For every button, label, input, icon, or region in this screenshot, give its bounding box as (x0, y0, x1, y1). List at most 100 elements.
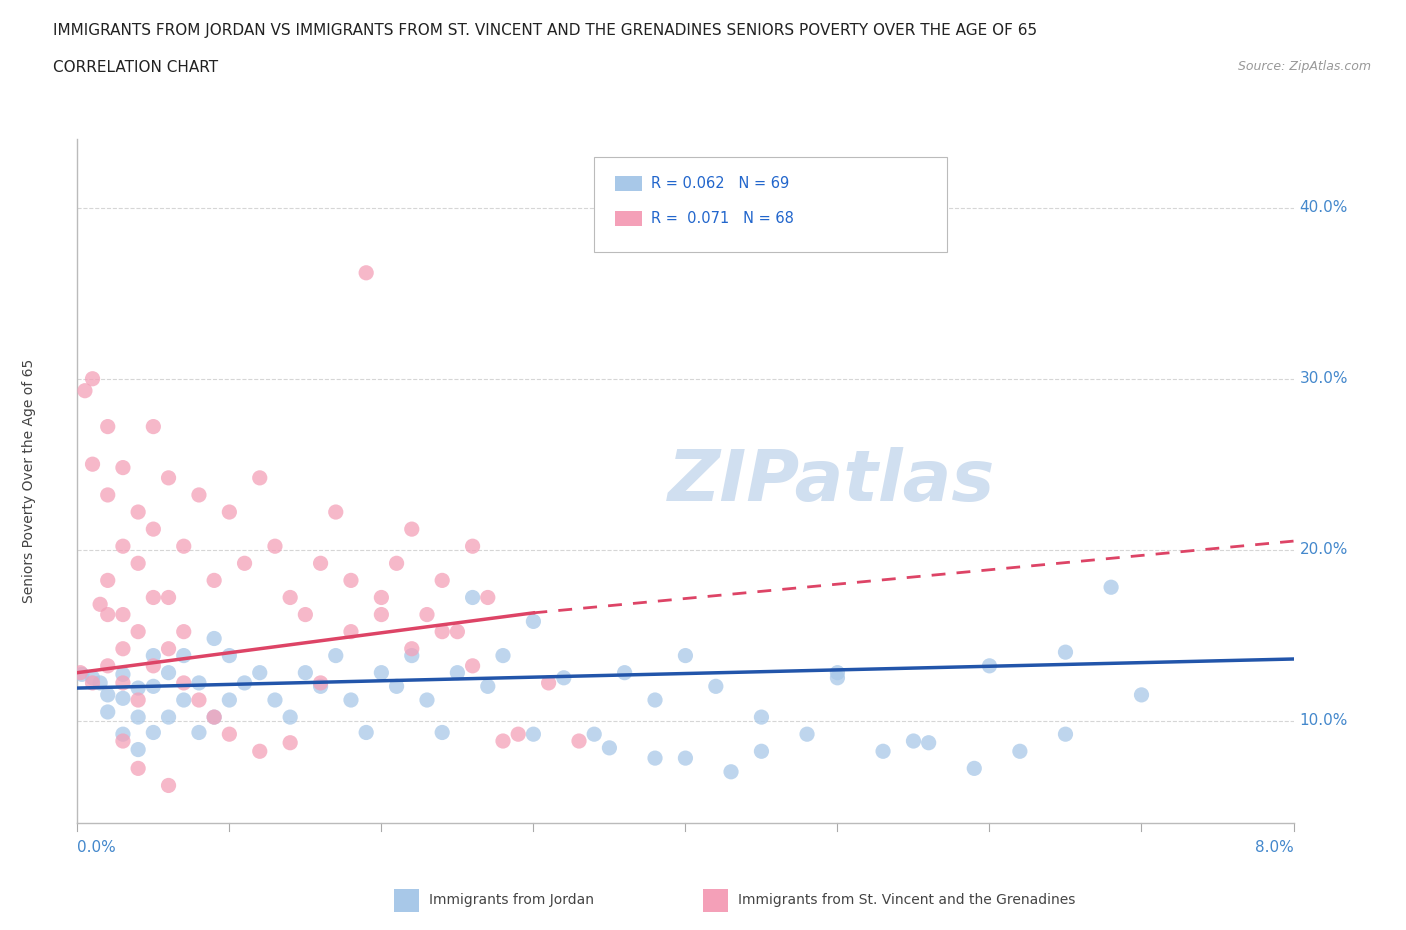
Point (370, 665, 392, 680)
Point (675, 751, 697, 765)
Point (111, 538, 134, 553)
Point (142, 419, 165, 434)
Point (142, 590, 165, 604)
Point (598, 740, 620, 755)
Point (249, 744, 271, 759)
Point (751, 744, 773, 759)
Point (644, 751, 666, 765)
Text: R = 0.062   N = 69: R = 0.062 N = 69 (651, 177, 790, 192)
Point (430, 624, 453, 639)
Point (127, 693, 149, 708)
Point (97, 705, 120, 720)
Text: 0.0%: 0.0% (77, 840, 117, 856)
Text: 10.0%: 10.0% (1299, 713, 1348, 728)
Point (202, 573, 225, 588)
Point (325, 648, 347, 663)
Point (294, 665, 316, 680)
Point (385, 679, 408, 694)
Point (73, 383, 96, 398)
Point (918, 736, 941, 751)
Point (249, 665, 271, 680)
Point (979, 658, 1001, 673)
Point (827, 665, 849, 680)
Point (111, 734, 134, 749)
Point (142, 522, 165, 537)
Point (111, 726, 134, 741)
Point (720, 764, 742, 779)
Point (127, 681, 149, 696)
Point (294, 607, 316, 622)
Point (827, 671, 849, 685)
Point (157, 471, 180, 485)
Point (233, 675, 256, 690)
Text: ZIPatlas: ZIPatlas (668, 446, 995, 516)
Text: IMMIGRANTS FROM JORDAN VS IMMIGRANTS FROM ST. VINCENT AND THE GRENADINES SENIORS: IMMIGRANTS FROM JORDAN VS IMMIGRANTS FRO… (53, 23, 1038, 38)
Point (1008, 744, 1031, 759)
Point (430, 573, 453, 588)
Point (127, 761, 149, 776)
Text: 20.0%: 20.0% (1299, 542, 1348, 557)
Point (173, 624, 195, 639)
Point (142, 658, 165, 673)
Point (644, 693, 666, 708)
Point (127, 556, 149, 571)
Point (522, 614, 544, 629)
Point (1099, 579, 1122, 594)
Point (142, 648, 165, 663)
Point (1054, 644, 1077, 659)
Point (309, 556, 332, 571)
Point (127, 742, 149, 757)
Point (202, 710, 225, 724)
Point (446, 665, 468, 680)
Point (675, 648, 697, 663)
Point (233, 556, 256, 571)
Point (218, 726, 240, 741)
Point (416, 693, 439, 708)
Point (111, 607, 134, 622)
Point (704, 679, 727, 694)
Point (173, 675, 195, 690)
Point (157, 590, 180, 604)
Point (188, 487, 211, 502)
Point (370, 590, 392, 604)
Point (157, 710, 180, 724)
Point (97, 573, 120, 588)
Point (461, 658, 484, 673)
Point (188, 675, 211, 690)
Point (553, 671, 575, 685)
Point (751, 710, 773, 724)
Point (340, 573, 363, 588)
Point (173, 538, 195, 553)
Point (568, 734, 591, 749)
Point (142, 725, 165, 740)
Point (173, 648, 195, 663)
Point (97, 487, 120, 502)
Point (218, 505, 240, 520)
Point (111, 460, 134, 475)
Point (202, 631, 225, 646)
Point (508, 726, 530, 741)
Point (340, 624, 363, 639)
Point (173, 693, 195, 708)
Text: 8.0%: 8.0% (1254, 840, 1294, 856)
Point (430, 725, 453, 740)
Point (963, 761, 986, 776)
Text: Immigrants from Jordan: Immigrants from Jordan (429, 893, 593, 908)
Point (202, 710, 225, 724)
Point (309, 679, 332, 694)
Text: Seniors Poverty Over the Age of 65: Seniors Poverty Over the Age of 65 (21, 359, 35, 604)
Point (416, 607, 439, 622)
Point (89, 597, 111, 612)
Point (309, 675, 332, 690)
Point (583, 726, 606, 741)
Point (370, 607, 392, 622)
Point (613, 665, 636, 680)
FancyBboxPatch shape (614, 177, 641, 192)
Point (82, 671, 104, 685)
Point (264, 693, 287, 708)
Point (537, 675, 560, 690)
Point (461, 590, 484, 604)
Text: 30.0%: 30.0% (1299, 371, 1348, 386)
Point (82, 371, 104, 386)
Point (401, 648, 423, 663)
